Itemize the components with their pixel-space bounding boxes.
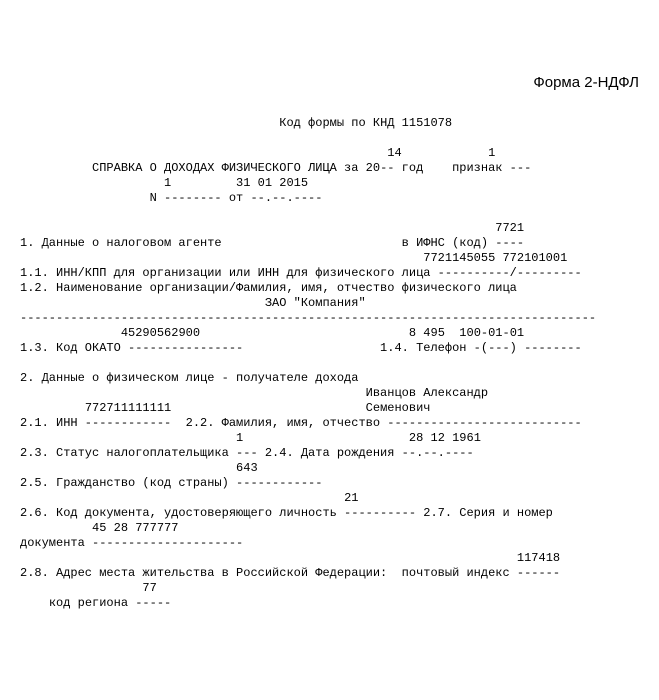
doc-line: документа --------------------- — [20, 536, 243, 550]
fio-value-2: Семенович — [366, 401, 431, 415]
inn-value: 772711111111 — [85, 401, 171, 415]
section-2-8: 2.8. Адрес места жительства в Российской… — [20, 566, 560, 580]
phone-value: 8 495 100-01-01 — [409, 326, 524, 340]
n-date: 31 01 2015 — [236, 176, 308, 190]
divider: ----------------------------------------… — [20, 311, 596, 325]
section-1-3: 1.3. Код ОКАТО ---------------- 1.4. Тел… — [20, 341, 582, 355]
header-line: СПРАВКА О ДОХОДАХ ФИЗИЧЕСКОГО ЛИЦА за 20… — [92, 161, 531, 175]
section-2: 2. Данные о физическом лице - получателе… — [20, 371, 358, 385]
section-2-6: 2.6. Код документа, удостоверяющего личн… — [20, 506, 553, 520]
region-value: 77 — [142, 581, 156, 595]
section-2-5: 2.5. Гражданство (код страны) ----------… — [20, 476, 322, 490]
region-line: код региона ----- — [49, 596, 171, 610]
section-2-3: 2.3. Статус налогоплательщика --- 2.4. Д… — [20, 446, 474, 460]
postindex-value: 117418 — [517, 551, 560, 565]
section-1-2: 1.2. Наименование организации/Фамилия, и… — [20, 281, 517, 295]
n-number: 1 — [164, 176, 171, 190]
n-line: N -------- от --.--.---- — [150, 191, 323, 205]
status-value: 1 — [236, 431, 243, 445]
fio-value-1: Иванцов Александр — [366, 386, 488, 400]
doc-body: Код формы по КНД 1151078 14 1 СПРАВКА О … — [20, 116, 639, 611]
ifns-code: 7721 — [495, 221, 524, 235]
section-2-1: 2.1. ИНН ------------ 2.2. Фамилия, имя,… — [20, 416, 582, 430]
country-value: 643 — [236, 461, 258, 475]
knd-code: Код формы по КНД 1151078 — [279, 116, 452, 130]
doc-serial-value: 45 28 777777 — [92, 521, 178, 535]
inn-kpp-value: 7721145055 772101001 — [423, 251, 567, 265]
org-name: ЗАО "Компания" — [265, 296, 366, 310]
form-title: Форма 2-НДФЛ — [20, 74, 639, 93]
dob-value: 28 12 1961 — [409, 431, 481, 445]
doc-code-value: 21 — [344, 491, 358, 505]
section-1: 1. Данные о налоговом агенте в ИФНС (код… — [20, 236, 524, 250]
priznak-value: 1 — [488, 146, 495, 160]
okato-value: 45290562900 — [121, 326, 200, 340]
year-value: 14 — [387, 146, 401, 160]
section-1-1: 1.1. ИНН/КПП для организации или ИНН для… — [20, 266, 582, 280]
